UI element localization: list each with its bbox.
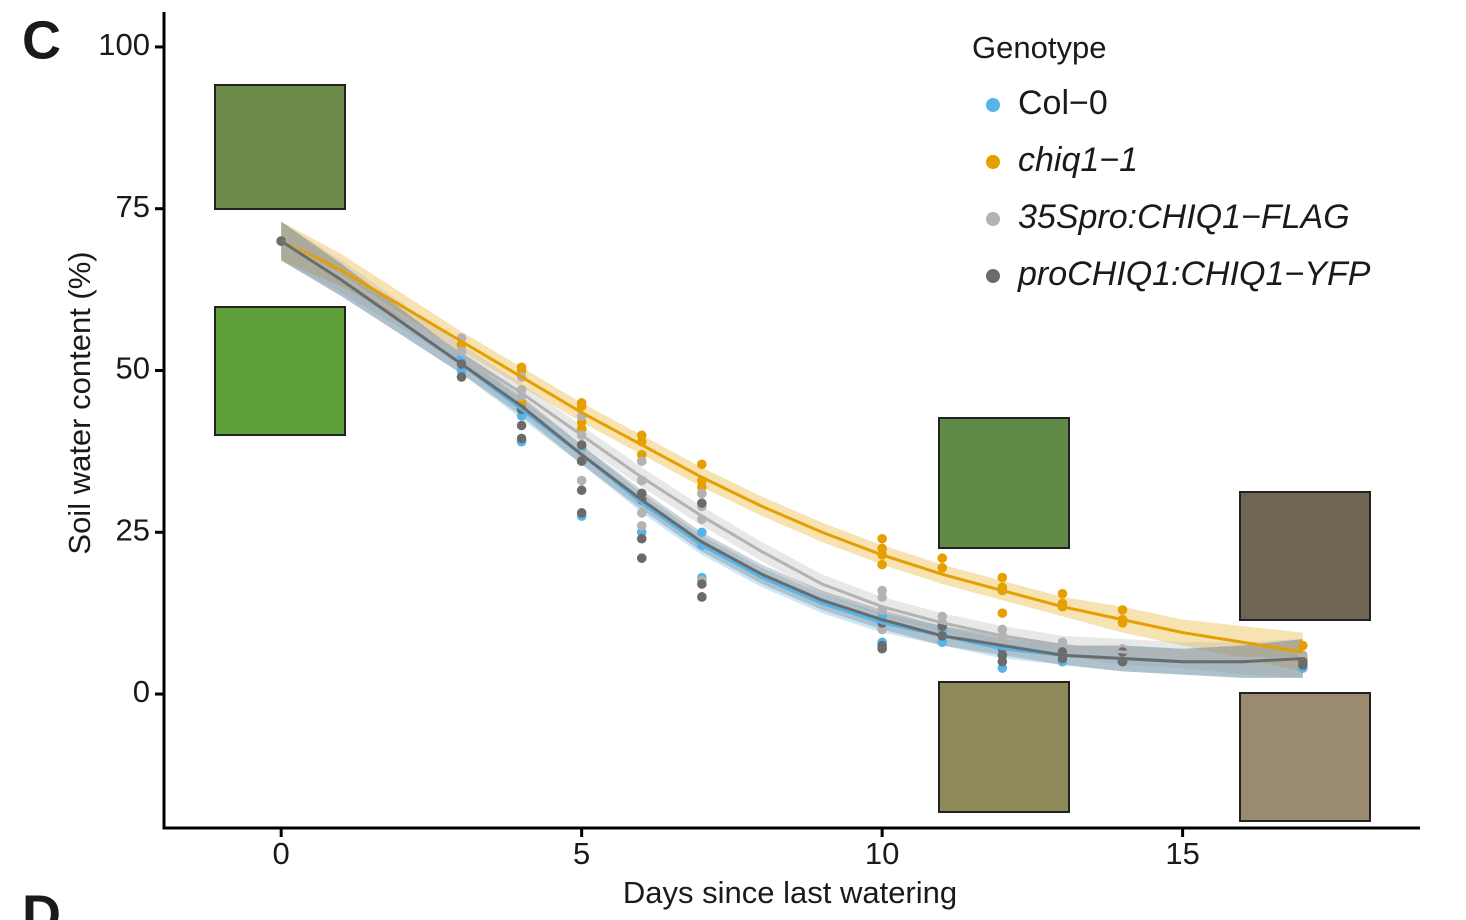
data-point [636,456,647,466]
data-point [937,553,948,563]
data-point [697,488,707,499]
photo [214,84,346,210]
data-point [937,563,948,573]
fit-line [280,239,1303,664]
data-point [576,456,587,466]
panel-label: C [22,10,61,70]
data-point [1298,640,1308,651]
data-point [697,527,707,538]
legend-label: 35Spro:CHIQ1−FLAG [1018,198,1350,236]
legend-marker [986,212,1000,226]
data-point [697,592,707,602]
x-axis-title: Days since last watering [623,875,957,910]
legend: Genotype Col−0 chiq1−1 35Spro:CHIQ1−FLAG pro… [972,30,1371,293]
data-point [877,559,887,570]
y-tick-label: 50 [116,351,150,386]
data-point [877,592,887,602]
data-point [877,533,887,544]
x-tick-label: 10 [865,836,899,871]
data-point [576,440,587,450]
data-point [576,508,587,518]
data-point [576,485,587,496]
data-point [456,372,467,382]
data-point [1117,605,1128,615]
fit-line [280,239,1303,660]
data-point [516,420,527,431]
x-tick-label: 0 [273,836,290,871]
legend-label: chiq1−1 [1018,141,1138,179]
data-point [636,508,647,518]
data-point [1057,588,1068,599]
fit-line [280,239,1304,654]
legend-label: Col−0 [1018,84,1108,122]
photo [938,417,1070,549]
legend-marker [986,98,1000,112]
x-tick-label: 5 [573,836,590,871]
fit-lines [280,239,1304,664]
data-point [997,572,1008,583]
legend-title: Genotype [972,30,1106,65]
next-panel-label: D [22,884,61,920]
data-point [877,643,887,654]
photo [938,681,1070,813]
y-tick-label: 0 [133,674,150,709]
x-tick-label: 15 [1165,836,1199,871]
data-point [576,401,587,411]
data-point [576,475,587,486]
legend-label: proCHIQ1:CHIQ1−YFP [1017,255,1371,293]
points [276,236,1308,673]
y-tick-label: 75 [116,189,150,224]
y-tick-label: 25 [116,512,150,547]
legend-marker [986,155,1000,169]
plant-photos [214,84,1371,822]
data-point [636,521,647,531]
data-point [636,553,647,563]
data-point [636,533,647,544]
data-point [997,650,1008,661]
photo [1239,491,1371,621]
data-point [697,459,707,470]
photo [214,306,346,436]
data-point [516,433,527,444]
y-tick-label: 100 [98,27,150,62]
data-point [997,608,1008,618]
data-point [1298,660,1308,670]
photo [1239,692,1371,822]
confidence-band [281,221,1303,672]
data-point [697,579,707,589]
legend-marker [986,269,1000,283]
data-point [697,498,707,508]
y-axis-title: Soil water content (%) [62,251,97,554]
